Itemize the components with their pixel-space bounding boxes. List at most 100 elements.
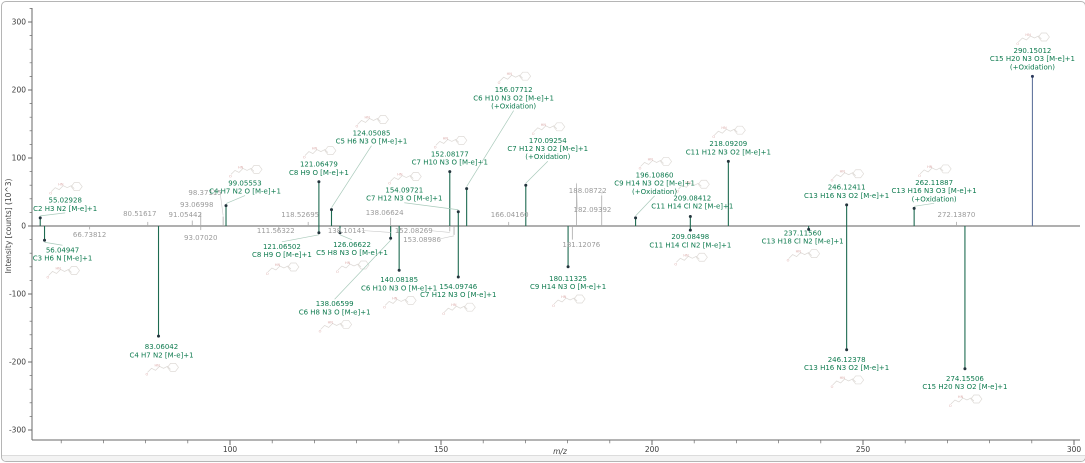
- structure-atom-label: HN: [58, 183, 64, 187]
- peak-label-minor: 182.09392: [574, 206, 612, 214]
- molecule-structure: HN O: [552, 294, 586, 308]
- peak-annotation-label: 290.15012: [1014, 47, 1052, 55]
- structure-atom-label: O: [388, 182, 391, 186]
- peak-marker-56.04947[interactable]: [43, 238, 47, 242]
- peak-marker-237.11560[interactable]: [807, 227, 811, 231]
- peak-marker-124.05085[interactable]: [329, 208, 333, 212]
- peak-annotation-label: 126.06622: [333, 241, 371, 249]
- peak-marker-138.06599[interactable]: [389, 236, 393, 240]
- peak-marker-180.11325[interactable]: [566, 265, 570, 269]
- peak-marker-246.12378[interactable]: [845, 348, 849, 352]
- structure-ring: [377, 115, 389, 124]
- axis-tick-label: 300: [12, 18, 27, 27]
- structure-atom-label: O: [319, 329, 322, 333]
- structure-bond: [1018, 35, 1042, 43]
- peak-marker-290.15012[interactable]: [1030, 74, 1034, 78]
- peak-annotation-label: C9 H14 N3 O [M-e]+1: [530, 283, 606, 291]
- structure-ring: [340, 320, 353, 329]
- peak-annotation-label: C8 H9 O [M-e]+1: [252, 251, 312, 259]
- peak-label-minor: 80.51617: [123, 210, 156, 218]
- structure-atom-label: O: [383, 305, 386, 309]
- annotation-leader-line: [914, 202, 935, 207]
- peak-marker-83.06042[interactable]: [157, 334, 161, 338]
- peak-label-minor: 93.07020: [184, 234, 217, 242]
- mass-spectrum-plot: 300 200 100 0 -100 -200 -300 100 150 200 250 300 HN…: [4, 8, 1081, 455]
- peak-annotation-label: C13 H18 Cl N2 [M-e]+1: [762, 238, 844, 246]
- structure-bond: [357, 118, 381, 125]
- structure-atom-label: O: [918, 174, 921, 178]
- structure-atom-label: HN: [328, 320, 334, 324]
- peak-marker-209.08498[interactable]: [688, 228, 692, 232]
- molecule-structure: HN O: [49, 182, 83, 196]
- structure-ring: [1037, 32, 1050, 42]
- peak-marker-170.09254[interactable]: [524, 183, 528, 187]
- structure-ring: [409, 172, 422, 181]
- molecule-structure: HN O: [787, 249, 821, 263]
- structure-bond: [50, 185, 75, 192]
- annotation-leader-line: [466, 110, 514, 187]
- structure-ring: [695, 252, 708, 262]
- annotation-leader-line: [219, 192, 224, 216]
- axis-tick-label: 250: [856, 445, 871, 454]
- peak-annotation-label: (+Oxidation): [491, 103, 536, 111]
- structure-bond: [678, 182, 702, 190]
- peak-annotation-label: C4 H7 N2 O [M-e]+1: [209, 188, 281, 196]
- structure-atom-label: O: [676, 189, 679, 193]
- peak-annotation-label: (+Oxidation): [1010, 63, 1055, 71]
- peak-marker-156.07712[interactable]: [465, 187, 469, 191]
- peak-marker-99.05553[interactable]: [224, 204, 228, 208]
- axes: 300 200 100 0 -100 -200 -300 100 150 200 250 300: [9, 8, 1081, 454]
- peak-annotation-label: 246.12411: [828, 184, 866, 192]
- annotation-leader-line: [361, 230, 391, 233]
- molecule-structure: HN O: [388, 172, 422, 186]
- molecule-structure: HN O: [639, 157, 673, 170]
- structure-atom-label: HN: [958, 395, 964, 399]
- structure-atom-label: O: [47, 275, 50, 279]
- structure-bond: [832, 378, 856, 386]
- peak-marker-152.08177[interactable]: [448, 170, 452, 174]
- peak-annotation-label: 121.06479: [300, 161, 338, 169]
- structure-bond: [390, 175, 414, 182]
- peak-marker-55.02928[interactable]: [38, 216, 42, 220]
- structure-atom-label: O: [1016, 42, 1019, 46]
- peak-marker-154.09746[interactable]: [456, 275, 460, 279]
- annotation-leader-line: [601, 190, 604, 195]
- peak-marker-140.08185[interactable]: [397, 268, 401, 272]
- structure-atom-label: HN: [840, 376, 846, 380]
- structure-atom-label: HN: [451, 303, 457, 307]
- structure-ring: [519, 71, 532, 81]
- structure-atom-label: HN: [927, 165, 933, 169]
- peak-marker-209.08412[interactable]: [688, 214, 692, 218]
- peak-marker-121.06502[interactable]: [317, 231, 321, 235]
- peak-marker-262.11887[interactable]: [912, 206, 916, 210]
- peak-marker-126.06622[interactable]: [338, 231, 342, 235]
- structure-bond: [147, 365, 171, 373]
- annotation-leader-line: [331, 145, 372, 208]
- peak-marker-218.09209[interactable]: [726, 159, 730, 163]
- molecule-structure: HN O: [442, 302, 476, 316]
- peak-marker-154.09721[interactable]: [456, 210, 460, 214]
- structure-ring: [68, 266, 80, 275]
- structure-atom-label: O: [949, 404, 952, 408]
- molecule-structure: HN O: [498, 71, 532, 85]
- peak-marker-121.06479[interactable]: [317, 180, 321, 184]
- molecule-structure: HN O: [434, 136, 468, 149]
- peak-annotation-label: 56.04947: [46, 246, 79, 254]
- peak-marker-196.10860[interactable]: [634, 216, 638, 220]
- molecule-structure: HN O: [383, 296, 417, 309]
- structure-bond: [304, 149, 329, 156]
- peak-annotation-label: C11 H14 Cl N2 [M-e]+1: [649, 241, 731, 249]
- peak-annotation-label: 83.06042: [145, 343, 178, 351]
- structure-ring: [852, 169, 865, 179]
- molecule-structure: HN O: [831, 375, 865, 389]
- structure-ring: [553, 122, 566, 132]
- peak-annotation-label: 237.11560: [784, 229, 822, 237]
- peak-annotation-label: 170.09254: [529, 137, 567, 145]
- peak-annotation-label: C13 H16 N3 O2 [M-e]+1: [804, 364, 889, 372]
- structure-ring: [733, 125, 746, 135]
- peak-marker-246.12411[interactable]: [845, 203, 849, 207]
- structure-atom-label: HN: [541, 123, 547, 127]
- peak-marker-274.15506[interactable]: [963, 367, 967, 371]
- peak-annotation-label: 124.05085: [353, 129, 391, 137]
- molecule-structure: HN O: [674, 252, 708, 266]
